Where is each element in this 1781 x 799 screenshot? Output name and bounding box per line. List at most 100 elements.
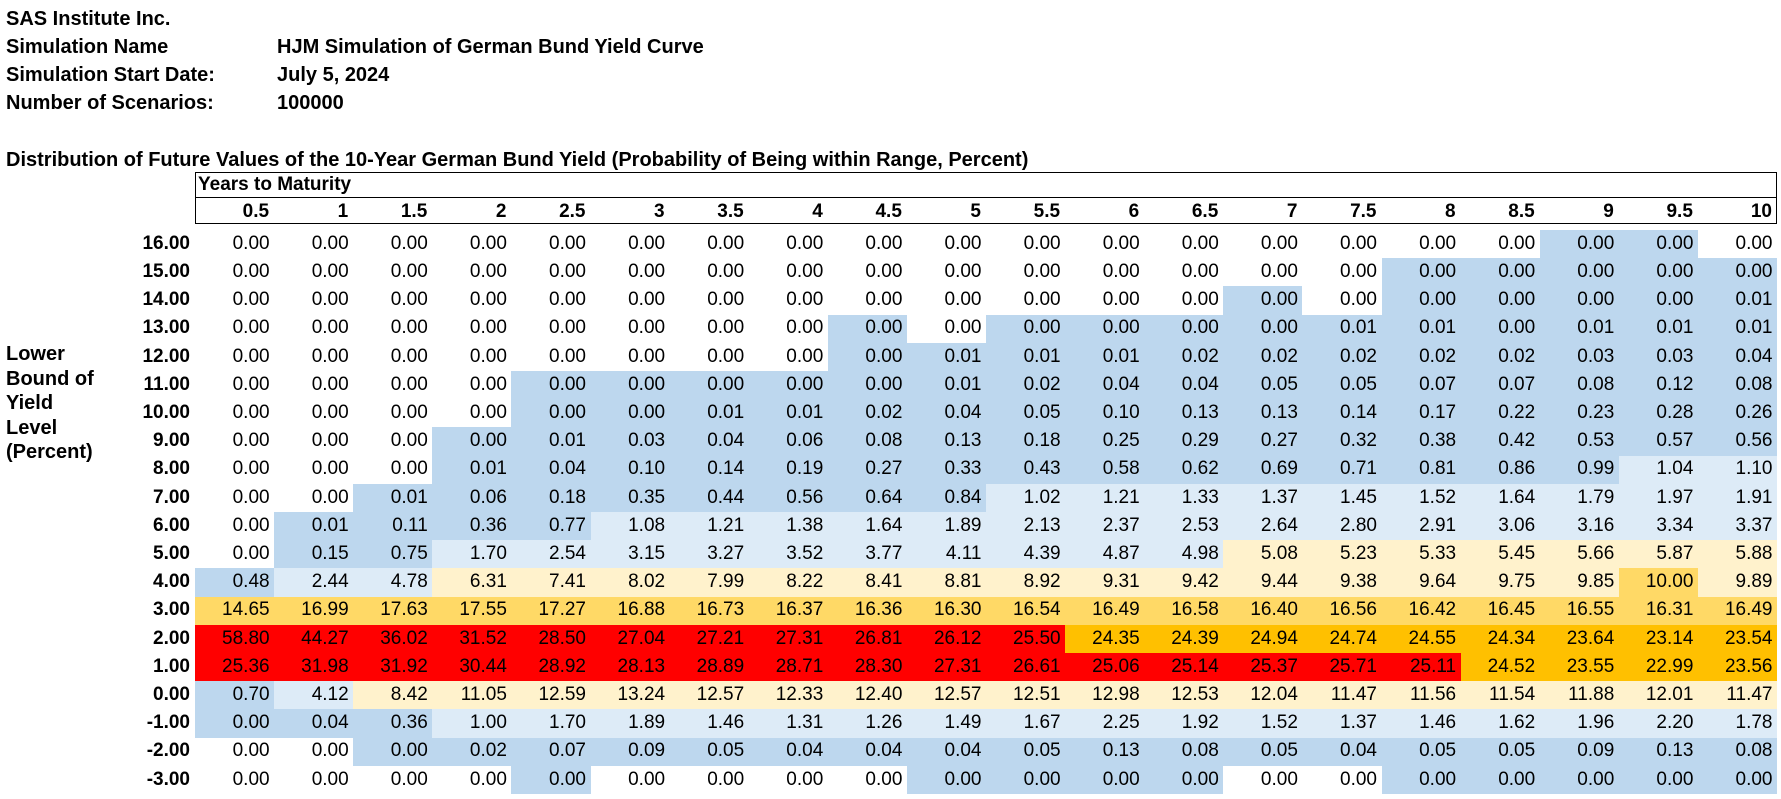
- table-cell: 1.10: [1697, 455, 1778, 485]
- table-cell: 0.00: [827, 230, 908, 259]
- table-cell: 25.36: [195, 653, 275, 682]
- table-cell: 0.08: [1697, 371, 1778, 400]
- table-cell: 0.22: [1460, 399, 1541, 428]
- table-cell: 31.98: [274, 653, 354, 682]
- table-cell: 0.00: [1381, 765, 1462, 795]
- table-cell: 0.02: [1460, 342, 1541, 372]
- table-cell: 0.27: [1223, 427, 1303, 457]
- table-cell: 3.37: [1697, 512, 1778, 541]
- table-cell: 25.11: [1381, 653, 1462, 682]
- table-cell: 17.27: [511, 596, 591, 626]
- table-cell: 0.04: [669, 427, 750, 457]
- row-label: 13.00: [142, 317, 190, 339]
- table-cell: 0.05: [986, 737, 1066, 767]
- table-cell: 25.71: [1302, 653, 1382, 682]
- table-cell: 0.00: [1460, 258, 1541, 287]
- table-cell: 0.00: [827, 342, 908, 372]
- table-cell: 0.11: [353, 512, 433, 541]
- table-cell: 0.00: [669, 314, 750, 344]
- table-cell: 16.30: [906, 596, 987, 626]
- row-label: 7.00: [153, 486, 190, 508]
- column-header: 9.5: [1666, 201, 1693, 222]
- table-cell: 2.37: [1065, 512, 1145, 541]
- table-cell: 0.01: [432, 455, 512, 485]
- table-cell: 2.64: [1223, 512, 1303, 541]
- table-cell: 2.13: [986, 512, 1066, 541]
- table-cell: 8.81: [906, 568, 987, 598]
- table-cell: 0.00: [1223, 765, 1303, 795]
- table-cell: 1.38: [748, 512, 829, 541]
- table-cell: 27.04: [590, 624, 671, 654]
- table-cell: 0.00: [669, 765, 750, 795]
- table-cell: 25.50: [986, 624, 1066, 654]
- table-cell: 4.11: [906, 540, 987, 569]
- table-cell: 16.73: [669, 596, 750, 626]
- table-cell: 3.16: [1539, 512, 1620, 541]
- table-cell: 0.01: [748, 399, 829, 428]
- table-cell: 26.12: [906, 624, 987, 654]
- table-cell: 0.00: [1460, 314, 1541, 344]
- table-cell: 27.31: [906, 653, 987, 682]
- table-cell: 0.02: [1144, 342, 1224, 372]
- table-cell: 0.00: [1065, 258, 1145, 287]
- column-header: 3.5: [717, 201, 744, 222]
- table-cell: 11.47: [1697, 681, 1778, 710]
- table-cell: 16.40: [1223, 596, 1303, 626]
- row-label: 8.00: [153, 458, 190, 480]
- table-cell: 0.13: [906, 427, 987, 457]
- row-axis-label-line: Yield: [6, 392, 54, 415]
- table-cell: 0.00: [274, 737, 354, 767]
- column-header-box: [195, 172, 1777, 224]
- table-cell: 0.00: [195, 258, 275, 287]
- table-cell: 9.64: [1381, 568, 1462, 598]
- table-cell: 2.53: [1144, 512, 1224, 541]
- table-cell: 0.08: [827, 427, 908, 457]
- table-cell: 0.01: [1302, 314, 1382, 344]
- row-label: 0.00: [153, 684, 190, 705]
- table-cell: 0.00: [274, 258, 354, 287]
- table-cell: 12.33: [748, 681, 829, 710]
- table-cell: 24.39: [1144, 624, 1224, 654]
- table-cell: 0.01: [669, 399, 750, 428]
- column-header-divider: [195, 197, 1777, 198]
- table-cell: 0.00: [1697, 230, 1778, 259]
- table-cell: 1.97: [1618, 483, 1699, 513]
- table-cell: 0.05: [1460, 737, 1541, 767]
- table-cell: 7.41: [511, 568, 591, 598]
- table-cell: 1.02: [986, 483, 1066, 513]
- table-cell: 0.02: [1381, 342, 1462, 372]
- table-cell: 0.00: [511, 399, 591, 428]
- table-cell: 8.41: [827, 568, 908, 598]
- table-cell: 0.00: [1144, 765, 1224, 795]
- table-cell: 0.36: [353, 709, 433, 739]
- table-cell: 0.08: [1697, 737, 1778, 767]
- table-cell: 8.02: [590, 568, 671, 598]
- table-cell: 25.14: [1144, 653, 1224, 682]
- table-cell: 0.00: [986, 286, 1066, 316]
- table-cell: 0.00: [353, 427, 433, 457]
- table-cell: 16.49: [1065, 596, 1145, 626]
- column-header: 2: [495, 201, 507, 222]
- table-cell: 1.78: [1697, 709, 1778, 739]
- table-cell: 0.48: [195, 568, 275, 598]
- table-cell: 0.81: [1381, 455, 1462, 485]
- table-cell: 0.32: [1302, 427, 1382, 457]
- table-cell: 1.89: [906, 512, 987, 541]
- table-cell: 0.00: [274, 230, 354, 259]
- table-cell: 0.00: [1618, 765, 1699, 795]
- table-cell: 0.00: [511, 342, 591, 372]
- table-cell: 12.57: [669, 681, 750, 710]
- table-cell: 0.00: [1223, 314, 1303, 344]
- table-cell: 0.00: [986, 314, 1066, 344]
- table-cell: 0.00: [827, 286, 908, 316]
- row-label: 9.00: [153, 430, 190, 452]
- table-cell: 0.05: [986, 399, 1066, 428]
- table-cell: 25.37: [1223, 653, 1303, 682]
- table-cell: 30.44: [432, 653, 512, 682]
- column-header: 8: [1445, 201, 1456, 222]
- table-cell: 1.33: [1144, 483, 1224, 513]
- table-cell: 0.01: [274, 512, 354, 541]
- table-cell: 16.56: [1302, 596, 1382, 626]
- table-cell: 1.52: [1381, 483, 1462, 513]
- column-header: 10: [1750, 201, 1772, 222]
